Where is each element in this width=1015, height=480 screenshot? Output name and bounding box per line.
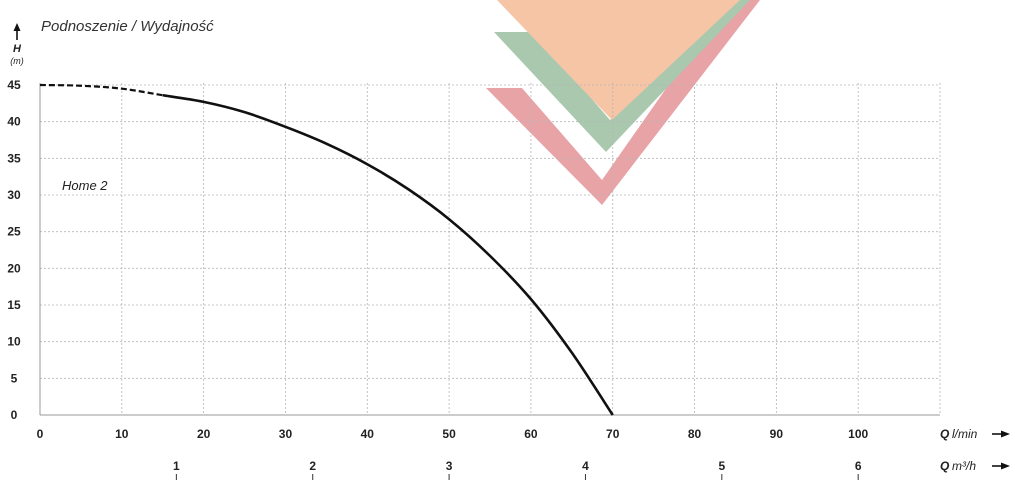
chart-series [39, 83, 614, 416]
chart-title: Podnoszenie / Wydajność [41, 18, 214, 35]
x-tick-label: 0 [37, 427, 44, 441]
x-tick-label: 30 [279, 427, 293, 441]
x-tick-label: 80 [688, 427, 702, 441]
x2-tick-label: 3 [446, 459, 453, 473]
x-tick-label: 40 [361, 427, 375, 441]
y-tick-label: 15 [7, 298, 21, 312]
x-tick-label: 100 [848, 427, 868, 441]
x2-axis-label: Q [940, 459, 950, 473]
logo-peach-chevron [497, 0, 740, 120]
y-tick-label: 25 [7, 225, 21, 239]
y-tick-label: 0 [11, 408, 18, 422]
x2-axis-unit: m³/h [952, 459, 976, 473]
series-line [162, 93, 614, 416]
y-tick-labels: 0 5 10 15 20 25 30 35 40 45 [7, 78, 21, 422]
x-axis-arrow-icon [1001, 430, 1010, 438]
x-tick-labels: 0 10 20 30 40 50 60 70 80 90 100 [37, 427, 869, 441]
y-axis-arrow-icon [13, 23, 21, 31]
y-tick-label: 40 [7, 115, 21, 129]
y-tick-label: 45 [7, 78, 21, 92]
x2-tick-label: 5 [718, 459, 725, 473]
y-axis-header: H (m) [10, 23, 24, 66]
logo-red-chevron [486, 0, 760, 205]
x2-axis-header: Q m³/h [940, 459, 1010, 473]
x2-tick-label: 4 [582, 459, 589, 473]
x-tick-label: 70 [606, 427, 620, 441]
chart-grid [40, 83, 941, 415]
y-tick-label: 35 [7, 151, 21, 165]
y-tick-label: 5 [11, 371, 18, 385]
y-tick-label: 20 [7, 261, 21, 275]
y-axis-label: H [13, 43, 22, 55]
x-tick-label: 50 [442, 427, 456, 441]
y-tick-label: 30 [7, 188, 21, 202]
x-axis-header: Q l/min [940, 427, 1010, 441]
series-label: Home 2 [62, 178, 108, 193]
series-line-dashed [39, 83, 163, 97]
y-tick-label: 10 [7, 335, 21, 349]
chart-axes [39, 83, 940, 416]
y-axis-unit: (m) [10, 56, 24, 66]
x-axis-label: Q [940, 427, 950, 441]
x2-axis-arrow-icon [1001, 462, 1010, 470]
x-axis-unit: l/min [952, 427, 978, 441]
x-tick-label: 20 [197, 427, 211, 441]
x2-tick-label: 6 [855, 459, 862, 473]
x2-tick-label: 1 [173, 459, 180, 473]
brand-logo-watermark [486, 0, 760, 205]
x-tick-label: 60 [524, 427, 538, 441]
x2-tick-label: 2 [309, 459, 316, 473]
x-tick-label: 10 [115, 427, 129, 441]
x2-tick-labels: 1 2 3 4 5 6 [173, 459, 862, 480]
x-tick-label: 90 [770, 427, 784, 441]
